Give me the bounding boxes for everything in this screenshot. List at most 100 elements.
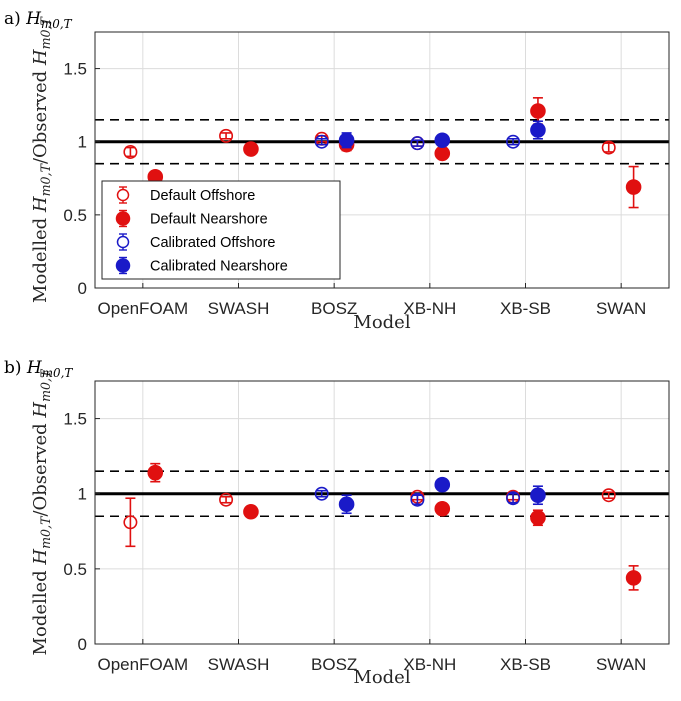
y-tick-label: 1.5 (63, 60, 87, 79)
data-point (147, 462, 164, 483)
y-tick-label: 0.5 (63, 560, 87, 579)
marker-filled (625, 179, 642, 195)
chart-panel-b: 0 0.5 1 1.5 OpenFOAM SWASH BOSZ XB-NH XB-SB SWAN M… (4, 358, 670, 688)
data-point (434, 476, 451, 493)
data-point (506, 491, 521, 506)
marker-open (219, 128, 234, 143)
legend-entry: Default Nearshore (115, 209, 268, 228)
y-axis-label: Modelled Hm0,T​/Observed Hm0,T​ (30, 15, 53, 302)
y-tick-label: 0 (78, 279, 87, 298)
marker-open (123, 144, 138, 159)
data-point (625, 565, 642, 591)
marker-open (314, 134, 329, 149)
data-point (314, 486, 329, 501)
data-point (243, 503, 259, 520)
data-point (243, 141, 259, 157)
chart-panel-a: 0 0.5 1 1.5 OpenFOAM SWASH BOSZ XB-NH XB-SB SWAN M… (4, 9, 670, 333)
legend: Default Offshore Default Nearshore Calibra… (101, 180, 341, 280)
marker-filled (530, 487, 546, 504)
x-tick-label: SWASH (208, 299, 270, 318)
data-point (601, 488, 616, 503)
data-point (601, 140, 616, 155)
data-point (410, 492, 425, 507)
y-tick-label: 0 (78, 635, 87, 654)
y-tick-label: 1 (78, 485, 87, 504)
marker-open (601, 488, 616, 503)
marker-filled (338, 496, 355, 513)
x-tick-label: XB-NH (403, 655, 456, 674)
data-point (434, 500, 451, 517)
legend-entry: Calibrated Nearshore (115, 256, 288, 275)
legend-label: Calibrated Offshore (150, 235, 275, 251)
marker-filled (530, 122, 546, 138)
marker-filled (338, 132, 355, 149)
plot-area (95, 381, 669, 644)
x-tick-label: XB-NH (403, 299, 456, 318)
marker-open (314, 486, 329, 501)
axes-box (94, 31, 670, 289)
panel-label: b) Hm0,T​ (4, 358, 73, 380)
axes-box (94, 380, 670, 645)
data-point (506, 134, 521, 149)
legend-entry: Calibrated Offshore (116, 233, 275, 251)
panel-label: a) Hm0,T​ (4, 9, 73, 31)
x-axis-label: Model (353, 312, 410, 333)
data-point (338, 132, 355, 149)
x-tick-label: SWAN (596, 299, 646, 318)
data-point (434, 145, 451, 162)
legend-marker (115, 258, 131, 273)
y-tick-label: 1.5 (63, 410, 87, 429)
legend-label: Default Nearshore (150, 212, 268, 228)
legend-label: Default Offshore (150, 188, 255, 204)
x-tick-label: BOSZ (311, 299, 357, 318)
legend-box (101, 180, 341, 280)
legend-entry: Default Offshore (116, 186, 255, 204)
y-axis-label: Modelled Hm0,T​/Observed Hm0,T​ (30, 368, 53, 655)
x-tick-label: OpenFOAM (97, 299, 188, 318)
data-point (123, 497, 138, 548)
y-tick-label: 0.5 (63, 206, 87, 225)
x-tick-label: XB-SB (500, 655, 551, 674)
marker-filled (530, 509, 546, 526)
data-point (530, 509, 546, 527)
data-point (219, 492, 234, 507)
x-tick-label: XB-SB (500, 299, 551, 318)
legend-marker (116, 188, 130, 202)
marker-open (601, 140, 616, 155)
data-point (434, 132, 451, 149)
data-point (147, 169, 164, 185)
marker-open (506, 491, 521, 506)
x-tick-label: SWAN (596, 655, 646, 674)
marker-open (410, 492, 425, 507)
y-tick-label: 1 (78, 133, 87, 152)
x-tick-label: OpenFOAM (97, 655, 188, 674)
marker-open (219, 492, 234, 507)
marker-filled (434, 476, 451, 493)
x-axis-label: Model (353, 667, 410, 688)
data-point (314, 134, 329, 149)
marker-filled (243, 503, 259, 520)
marker-filled (434, 500, 451, 517)
data-point (530, 120, 546, 140)
data-point (123, 144, 138, 159)
x-tick-label: BOSZ (311, 655, 357, 674)
marker-open (123, 515, 138, 530)
data-point (625, 165, 642, 209)
marker-open (410, 136, 425, 151)
marker-filled (147, 464, 164, 481)
data-point (338, 494, 355, 515)
marker-filled (434, 132, 451, 149)
marker-filled (243, 141, 259, 157)
marker-open (506, 134, 521, 149)
legend-marker (116, 235, 130, 249)
data-point (410, 136, 425, 151)
data-point (219, 128, 234, 143)
data-point (530, 485, 546, 506)
x-tick-label: SWASH (208, 655, 270, 674)
legend-label: Calibrated Nearshore (150, 259, 288, 275)
marker-filled (530, 103, 546, 119)
marker-filled (434, 145, 451, 162)
marker-filled (625, 570, 642, 586)
legend-marker (115, 211, 131, 226)
